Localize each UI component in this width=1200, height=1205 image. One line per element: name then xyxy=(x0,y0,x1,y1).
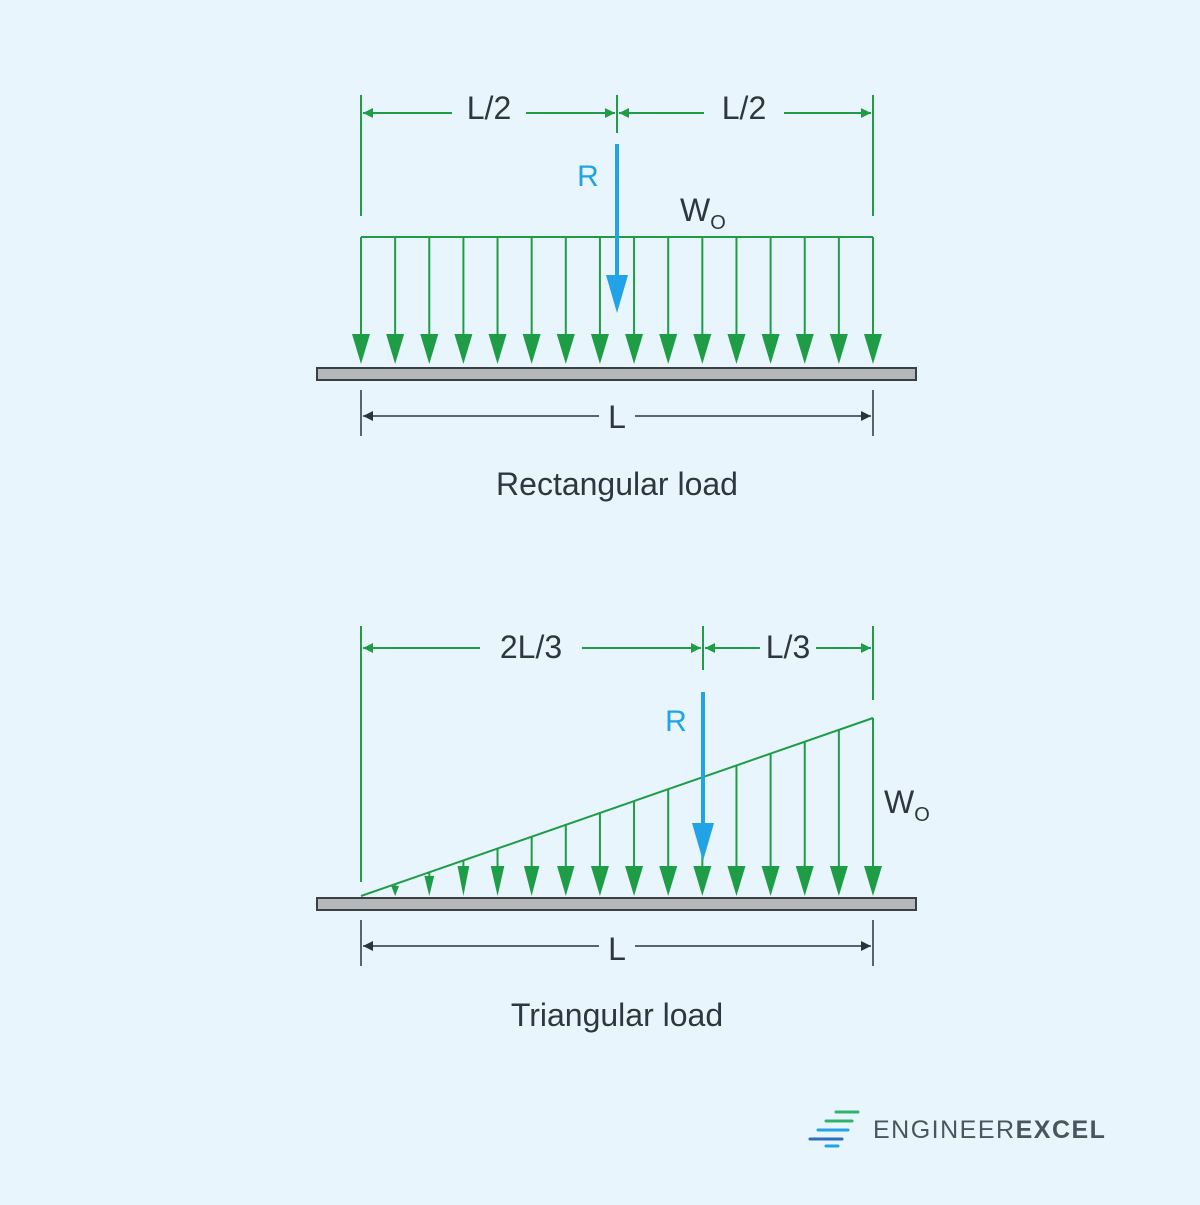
load-arrow-head xyxy=(352,334,370,364)
load-arrow-head xyxy=(557,866,575,896)
rect-beam xyxy=(316,367,917,381)
rect-caption: Rectangular load xyxy=(496,466,738,502)
rect-dim-right-label: L/2 xyxy=(722,90,766,126)
load-arrow-head xyxy=(829,334,848,364)
rect-load-label: WO xyxy=(680,192,726,234)
rect-resultant-label: R xyxy=(577,160,599,193)
load-arrow-head xyxy=(761,334,780,364)
rect-resultant-arrow xyxy=(606,144,628,313)
tri-bottom-dimension xyxy=(360,920,874,966)
load-arrow-head xyxy=(829,866,848,896)
rectangular-load-diagram: L/2 L/2 WO R L Rectangular load xyxy=(316,90,917,502)
load-arrow-head xyxy=(659,866,678,896)
load-arrow-head xyxy=(864,866,882,896)
load-arrow-head xyxy=(625,334,644,364)
rect-bottom-dimension xyxy=(360,390,874,436)
load-arrow-head xyxy=(457,866,470,896)
logo-wordmark: ENGINEEREXCEL xyxy=(873,1116,1106,1144)
rect-span-label: L xyxy=(608,399,626,435)
tri-span-label: L xyxy=(608,931,626,967)
load-arrow-head xyxy=(795,334,814,364)
tri-beam xyxy=(316,897,917,911)
load-arrow-head xyxy=(727,334,746,364)
speed-lines-icon xyxy=(808,1110,860,1148)
load-arrow-head xyxy=(693,866,712,896)
load-arrow-head xyxy=(761,866,780,896)
engineerexcel-logo: ENGINEEREXCEL xyxy=(808,1110,1106,1148)
load-top-line xyxy=(360,717,874,897)
triangular-load-diagram: 2L/3 L/3 WO R L Triangular load xyxy=(316,626,930,1033)
rect-dim-left-label: L/2 xyxy=(467,90,511,126)
load-arrow-head xyxy=(590,866,609,896)
tri-resultant-label: R xyxy=(665,705,687,738)
load-arrow-head xyxy=(590,334,609,364)
tri-dim-right-label: L/3 xyxy=(766,629,810,665)
tri-dim-left-label: 2L/3 xyxy=(500,629,562,665)
load-arrow-head xyxy=(386,334,405,364)
load-arrow-head xyxy=(556,334,575,364)
load-arrow-head xyxy=(625,866,644,896)
load-arrow-head xyxy=(454,334,473,364)
rect-top-dimension xyxy=(360,95,874,216)
load-arrow-head xyxy=(693,334,712,364)
load-arrow-head xyxy=(420,334,439,364)
tri-distributed-load xyxy=(360,717,882,897)
load-arrow-head xyxy=(659,334,678,364)
rect-distributed-load xyxy=(352,236,882,364)
tri-top-dimension xyxy=(360,626,874,882)
load-arrow-head xyxy=(727,866,746,896)
load-arrow-head xyxy=(523,866,540,896)
load-arrow-head xyxy=(864,334,882,364)
tri-resultant-arrow xyxy=(692,692,714,861)
load-arrow-head xyxy=(490,866,505,896)
load-arrow-head xyxy=(424,875,435,896)
load-arrow-head xyxy=(795,866,814,896)
tri-load-label: WO xyxy=(884,784,930,826)
load-arrow-head xyxy=(488,334,507,364)
tri-caption: Triangular load xyxy=(511,997,723,1033)
load-arrow-head xyxy=(391,885,400,896)
load-arrow-head xyxy=(522,334,541,364)
